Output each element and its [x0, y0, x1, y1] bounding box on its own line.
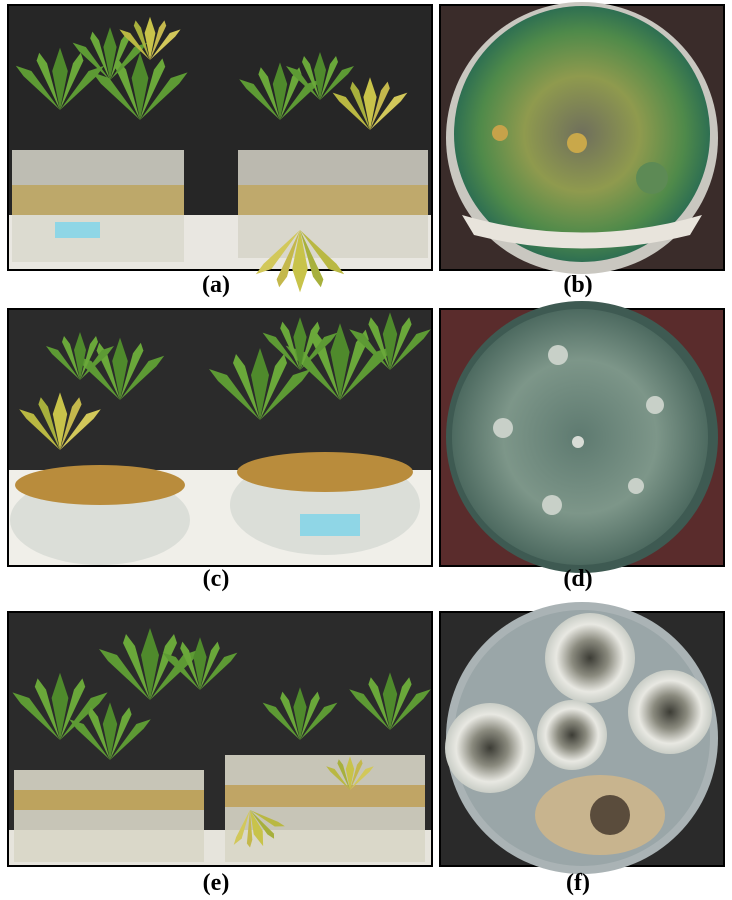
panel-label: (e) [203, 870, 230, 896]
panel-label: (d) [563, 566, 592, 592]
photo-a [7, 4, 433, 293]
panel-label: (a) [202, 272, 230, 298]
panel-label: (c) [203, 566, 230, 592]
photo-c [7, 308, 433, 567]
photo-d [439, 301, 725, 573]
photo-e [7, 611, 433, 867]
panel-label: (f) [566, 870, 590, 896]
photo-b [439, 2, 725, 274]
photo-f [439, 602, 725, 874]
panel-label: (b) [563, 272, 592, 298]
